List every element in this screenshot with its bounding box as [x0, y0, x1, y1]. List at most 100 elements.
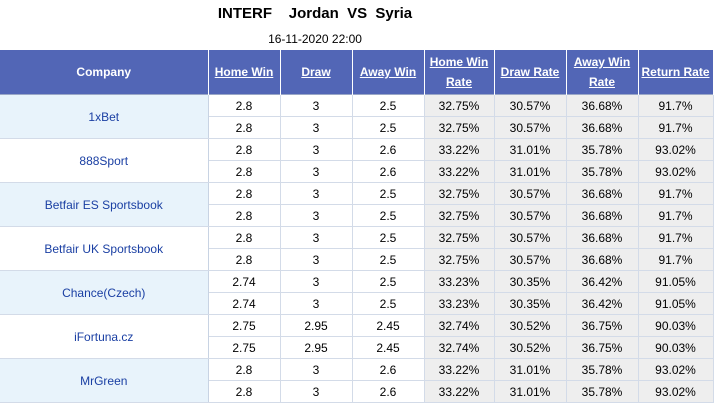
home-win-rate-cell: 32.75% [424, 116, 495, 139]
return-rate-cell: 91.7% [638, 248, 714, 271]
table-row: 2.8 3 2.5 32.75% 30.57% 36.68% 91.7% [0, 248, 714, 271]
draw-rate-cell: 30.57% [494, 94, 567, 117]
away-win-rate-cell: 36.68% [566, 116, 639, 139]
draw-rate-cell: 30.57% [494, 248, 567, 271]
draw-rate-cell: 31.01% [494, 358, 567, 381]
return-rate-cell: 91.05% [638, 292, 714, 315]
match-title: INTERF Jordan VS Syria [217, 5, 413, 22]
draw-cell: 3 [280, 358, 353, 381]
table-header-row: Company Home Win Draw Away Win Home Win … [0, 50, 714, 95]
home-win-rate-cell: 32.75% [424, 204, 495, 227]
draw-cell: 3 [280, 182, 353, 205]
company-name[interactable]: iFortuna.cz [0, 314, 209, 359]
col-draw[interactable]: Draw [280, 50, 353, 95]
company-name[interactable]: Chance(Czech) [0, 270, 209, 315]
draw-rate-cell: 30.57% [494, 182, 567, 205]
table-row: 1xBet 2.8 3 2.5 32.75% 30.57% 36.68% 91.7% [0, 94, 714, 139]
company-name[interactable]: Betfair ES Sportsbook [0, 182, 209, 227]
col-company: Company [0, 50, 209, 95]
home-win-rate-cell: 32.75% [424, 248, 495, 271]
return-rate-cell: 93.02% [638, 138, 714, 161]
company-name[interactable]: MrGreen [0, 358, 209, 403]
draw-cell: 3 [280, 138, 353, 161]
company-name[interactable]: Betfair UK Sportsbook [0, 226, 209, 271]
draw-rate-cell: 31.01% [494, 138, 567, 161]
home-win-cell: 2.8 [208, 116, 281, 139]
table-row: 888Sport 2.8 3 2.6 33.22% 31.01% 35.78% 93.02% [0, 138, 714, 183]
home-win-cell: 2.74 [208, 270, 281, 293]
col-return-rate[interactable]: Return Rate [638, 50, 714, 95]
away-win-cell: 2.5 [352, 292, 425, 315]
draw-cell: 3 [280, 292, 353, 315]
table-row: 2.8 3 2.6 33.22% 31.01% 35.78% 93.02% [0, 380, 714, 403]
home-win-cell: 2.74 [208, 292, 281, 315]
return-rate-cell: 93.02% [638, 358, 714, 381]
draw-rate-cell: 30.35% [494, 270, 567, 293]
table-row: 2.74 3 2.5 33.23% 30.35% 36.42% 91.05% [0, 292, 714, 315]
draw-cell: 3 [280, 270, 353, 293]
draw-rate-cell: 31.01% [494, 380, 567, 403]
home-win-cell: 2.8 [208, 248, 281, 271]
return-rate-cell: 93.02% [638, 380, 714, 403]
col-away-win-rate[interactable]: Away Win Rate [566, 50, 639, 95]
home-win-rate-cell: 33.22% [424, 138, 495, 161]
return-rate-cell: 91.7% [638, 116, 714, 139]
draw-cell: 2.95 [280, 314, 353, 337]
table-row: Betfair ES Sportsbook 2.8 3 2.5 32.75% 30.57%… [0, 182, 714, 227]
table-row: iFortuna.cz 2.75 2.95 2.45 32.74% 30.52% 36.75… [0, 314, 714, 359]
draw-rate-cell: 30.52% [494, 336, 567, 359]
return-rate-cell: 93.02% [638, 160, 714, 183]
home-win-rate-cell: 33.22% [424, 358, 495, 381]
table-row: 2.8 3 2.5 32.75% 30.57% 36.68% 91.7% [0, 116, 714, 139]
home-win-rate-cell: 32.75% [424, 182, 495, 205]
odds-table: Company Home Win Draw Away Win Home Win … [0, 50, 714, 403]
home-win-cell: 2.8 [208, 138, 281, 161]
table-row: 2.8 3 2.6 33.22% 31.01% 35.78% 93.02% [0, 160, 714, 183]
draw-rate-cell: 30.57% [494, 116, 567, 139]
company-name[interactable]: 888Sport [0, 138, 209, 183]
table-row: Chance(Czech) 2.74 3 2.5 33.23% 30.35% 36.42% 9… [0, 270, 714, 315]
home-win-cell: 2.8 [208, 182, 281, 205]
home-win-rate-cell: 32.75% [424, 94, 495, 117]
away-win-cell: 2.45 [352, 336, 425, 359]
home-win-cell: 2.8 [208, 226, 281, 249]
home-win-rate-cell: 32.74% [424, 314, 495, 337]
return-rate-cell: 91.7% [638, 204, 714, 227]
home-win-cell: 2.75 [208, 314, 281, 337]
away-win-cell: 2.5 [352, 204, 425, 227]
draw-rate-cell: 30.57% [494, 204, 567, 227]
table-row: Betfair UK Sportsbook 2.8 3 2.5 32.75% 30.57%… [0, 226, 714, 271]
away-win-cell: 2.5 [352, 226, 425, 249]
return-rate-cell: 91.05% [638, 270, 714, 293]
draw-cell: 3 [280, 226, 353, 249]
draw-cell: 3 [280, 204, 353, 227]
away-win-cell: 2.5 [352, 248, 425, 271]
away-win-rate-cell: 36.68% [566, 226, 639, 249]
col-away-win[interactable]: Away Win [352, 50, 425, 95]
draw-cell: 3 [280, 116, 353, 139]
home-win-rate-cell: 33.23% [424, 270, 495, 293]
col-draw-rate[interactable]: Draw Rate [494, 50, 567, 95]
away-win-rate-cell: 35.78% [566, 160, 639, 183]
return-rate-cell: 90.03% [638, 336, 714, 359]
col-home-win-rate[interactable]: Home Win Rate [424, 50, 495, 95]
draw-rate-cell: 30.35% [494, 292, 567, 315]
away-win-rate-cell: 36.68% [566, 182, 639, 205]
away-win-rate-cell: 36.68% [566, 204, 639, 227]
draw-rate-cell: 30.52% [494, 314, 567, 337]
home-win-cell: 2.8 [208, 204, 281, 227]
away-win-rate-cell: 36.75% [566, 336, 639, 359]
draw-rate-cell: 31.01% [494, 160, 567, 183]
away-win-cell: 2.5 [352, 270, 425, 293]
home-win-cell: 2.8 [208, 160, 281, 183]
away-win-cell: 2.6 [352, 138, 425, 161]
home-win-cell: 2.75 [208, 336, 281, 359]
away-win-rate-cell: 36.42% [566, 292, 639, 315]
company-name[interactable]: 1xBet [0, 94, 209, 139]
home-win-rate-cell: 32.74% [424, 336, 495, 359]
home-win-cell: 2.8 [208, 358, 281, 381]
col-home-win[interactable]: Home Win [208, 50, 281, 95]
away-win-cell: 2.45 [352, 314, 425, 337]
table-row: 2.75 2.95 2.45 32.74% 30.52% 36.75% 90.03% [0, 336, 714, 359]
away-win-cell: 2.6 [352, 160, 425, 183]
